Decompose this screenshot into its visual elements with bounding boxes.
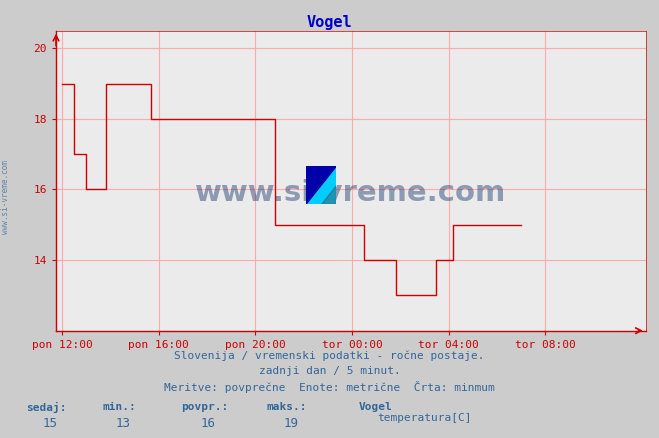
Polygon shape — [306, 166, 336, 204]
Text: www.si-vreme.com: www.si-vreme.com — [1, 160, 10, 234]
Polygon shape — [322, 185, 336, 204]
Polygon shape — [306, 166, 336, 204]
Text: 19: 19 — [283, 417, 299, 430]
Text: temperatura[C]: temperatura[C] — [377, 413, 471, 423]
Text: sedaj:: sedaj: — [26, 402, 67, 413]
Text: 16: 16 — [201, 417, 216, 430]
Text: 13: 13 — [115, 417, 130, 430]
Text: 15: 15 — [43, 417, 58, 430]
Polygon shape — [306, 166, 336, 204]
Text: povpr.:: povpr.: — [181, 402, 229, 412]
Text: www.si-vreme.com: www.si-vreme.com — [195, 179, 507, 207]
Text: Slovenija / vremenski podatki - ročne postaje.: Slovenija / vremenski podatki - ročne po… — [174, 350, 485, 361]
Text: maks.:: maks.: — [267, 402, 307, 412]
Text: min.:: min.: — [102, 402, 136, 412]
Text: zadnji dan / 5 minut.: zadnji dan / 5 minut. — [258, 366, 401, 376]
Text: Vogel: Vogel — [359, 402, 393, 412]
Text: Vogel: Vogel — [306, 15, 353, 30]
Text: Meritve: povprečne  Enote: metrične  Črta: minmum: Meritve: povprečne Enote: metrične Črta:… — [164, 381, 495, 393]
